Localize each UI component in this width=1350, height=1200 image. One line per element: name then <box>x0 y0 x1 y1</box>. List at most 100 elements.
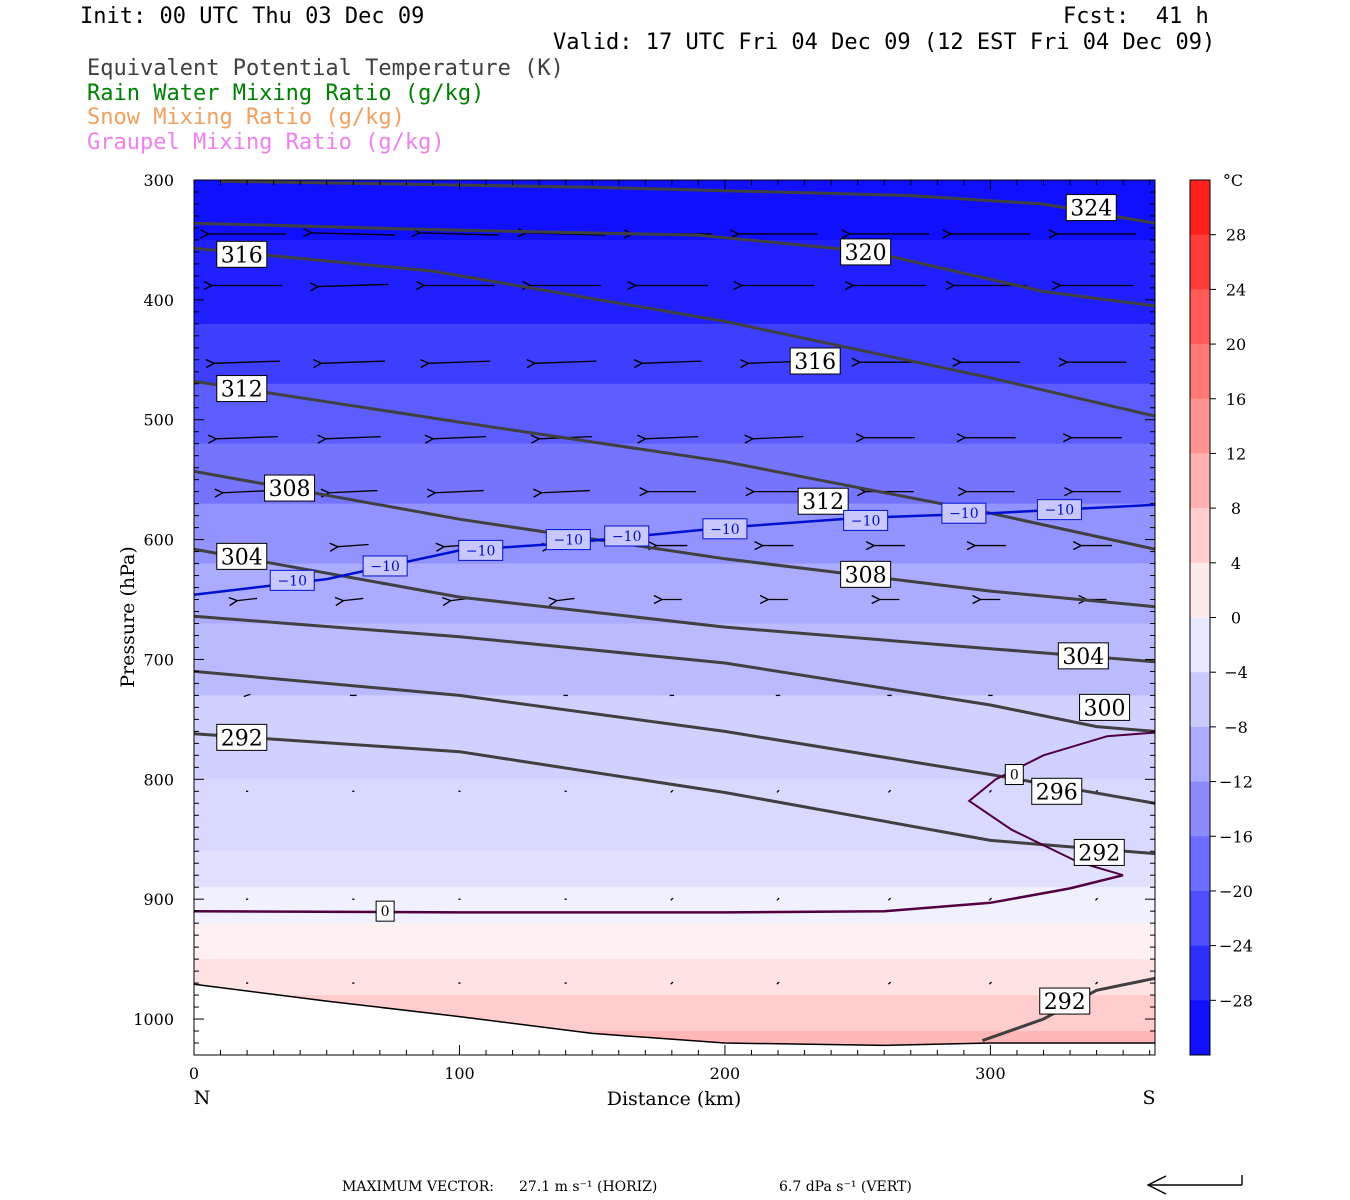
temperature-band <box>194 239 1155 325</box>
wind-vector <box>223 491 272 493</box>
isotherm-minus10-label: −10 <box>466 543 496 559</box>
isotherm-minus10-label: −10 <box>949 506 979 522</box>
colorbar-swatch <box>1190 289 1210 345</box>
footer-max-vector-label: MAXIMUM VECTOR: <box>342 1179 494 1195</box>
colorbar-swatch <box>1190 836 1210 892</box>
isotherm-zero-label-box <box>1004 764 1024 786</box>
isotherm-minus10-label: −10 <box>612 529 642 545</box>
theta-e-label: 320 <box>845 241 887 266</box>
y-tick-label: 500 <box>143 411 174 430</box>
x-tick-label: 100 <box>444 1064 475 1083</box>
y-tick-label: 400 <box>143 291 174 310</box>
colorbar-swatch <box>1190 726 1210 782</box>
temperature-band <box>194 887 1155 924</box>
y-tick-label: 1000 <box>133 1010 174 1029</box>
wind-vector <box>435 491 484 493</box>
colorbar-tick-label: 0 <box>1231 609 1241 628</box>
x-end-label-south: S <box>1142 1087 1155 1109</box>
y-tick-label: 800 <box>143 770 174 789</box>
colorbar-tick-label: 4 <box>1231 554 1241 573</box>
theta-e-label-box <box>216 240 268 268</box>
axes: 300 400 500 600 700 800 900 1000 0 100 200 300 <box>133 171 1155 1083</box>
wind-vector <box>670 981 674 985</box>
colorbar-swatch <box>1190 344 1210 400</box>
wind-vector <box>670 897 674 901</box>
init-time: Init: 00 UTC Thu 03 Dec 09 <box>80 4 425 29</box>
theta-e-label: 308 <box>845 563 887 588</box>
wind-vector <box>243 693 251 698</box>
wind-vector <box>642 361 702 363</box>
wind-vector <box>776 981 780 985</box>
wind-vector <box>318 284 389 286</box>
theta-e-label: 324 <box>1070 197 1112 222</box>
temperature-band <box>194 623 1155 696</box>
theta-e-label-box <box>1073 838 1125 866</box>
theta-e-label-box <box>1039 987 1091 1015</box>
wind-vector <box>237 598 258 600</box>
wind-vector <box>338 544 369 546</box>
isotherm-minus10-label-box <box>1036 499 1082 521</box>
isotherm-zero-label-box <box>375 900 395 922</box>
theta-e-label-box <box>216 542 268 570</box>
colorbar-tick-label: −24 <box>1219 937 1253 956</box>
isotherm-minus10-label: −10 <box>277 573 307 589</box>
plot-frame <box>193 179 1156 1056</box>
legend-rain: Rain Water Mixing Ratio (g/kg) <box>87 81 485 106</box>
theta-e-contour <box>194 547 1155 664</box>
colorbar-swatch <box>1190 398 1210 454</box>
theta-e-label-box <box>1031 777 1083 805</box>
colorbar-tick-label: −28 <box>1219 991 1253 1010</box>
legend-theta-e: Equivalent Potential Temperature (K) <box>87 56 564 81</box>
terrain-mask <box>194 983 1155 1055</box>
colorbar-tick-label: −12 <box>1219 773 1253 792</box>
footer-horiz: 27.1 m s⁻¹ (HORIZ) <box>519 1179 657 1195</box>
theta-e-label: 316 <box>794 350 836 375</box>
colorbar-swatch <box>1190 508 1210 564</box>
theta-e-label: 292 <box>1044 990 1086 1015</box>
isotherm-minus10-label-box <box>702 518 748 540</box>
colorbar-tick-label: −20 <box>1219 882 1253 901</box>
x-axis-label: Distance (km) <box>607 1088 742 1110</box>
theta-e-label: 312 <box>221 378 263 403</box>
wind-vector <box>343 598 364 600</box>
colorbar-tick-label: −4 <box>1224 663 1248 682</box>
theta-e-contour <box>194 469 1155 609</box>
temperature-band <box>194 851 1155 888</box>
colorbar-swatch <box>1190 180 1210 236</box>
theta-e-contour <box>194 246 1155 418</box>
theta-e-label: 292 <box>221 726 263 751</box>
theta-e-label-box <box>797 487 849 515</box>
isotherm-minus10-label: −10 <box>851 513 881 529</box>
colorbar-swatch <box>1190 453 1210 509</box>
theta-e-label: 292 <box>1078 841 1120 866</box>
legend-graupel: Graupel Mixing Ratio (g/kg) <box>87 130 445 155</box>
wind-vector <box>753 437 804 439</box>
wind-vector <box>1095 981 1099 985</box>
isotherm-zero-label: 0 <box>381 904 390 920</box>
theta-e-label: 312 <box>802 490 844 515</box>
wind-vector <box>429 361 491 363</box>
theta-e-label: 296 <box>1036 780 1078 805</box>
wind-vector <box>988 981 992 985</box>
wind-vector <box>420 233 500 235</box>
wind-vector <box>214 361 281 363</box>
theta-e-label-box <box>789 347 841 375</box>
wind-vector <box>326 437 381 439</box>
y-tick-label: 700 <box>143 650 174 669</box>
x-tick-label: 0 <box>189 1064 199 1083</box>
theta-e-label-box <box>216 375 268 403</box>
colorbar-tick-label: 12 <box>1226 444 1246 463</box>
temperature-band <box>194 923 1155 960</box>
wind-vector <box>887 897 892 901</box>
wind-vector <box>541 491 590 493</box>
theta-e-label-box <box>264 474 316 502</box>
colorbar-swatch <box>1190 672 1210 728</box>
colorbar-swatch <box>1190 617 1210 673</box>
colorbar-swatch <box>1190 234 1210 290</box>
isotherm-minus10-label: −10 <box>1045 503 1075 519</box>
wind-vector <box>887 789 892 793</box>
colorbar-swatch <box>1190 562 1210 618</box>
colorbar-tick-label: −8 <box>1224 718 1248 737</box>
colorbar-tick-label: 20 <box>1226 335 1246 354</box>
